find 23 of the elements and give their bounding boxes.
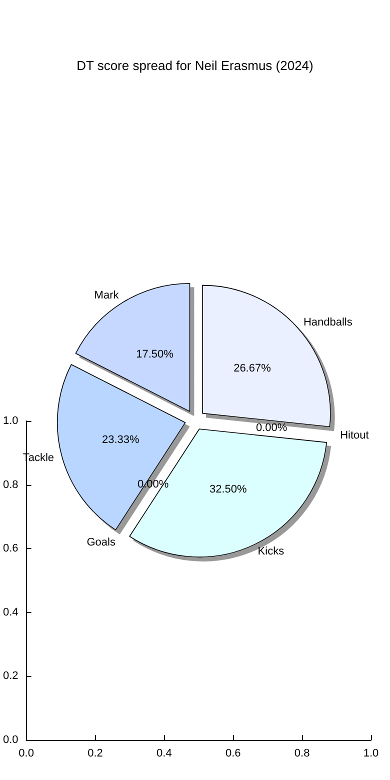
y-tick-label: 0.4 [2, 606, 18, 618]
slice-label: Kicks [258, 546, 285, 558]
x-tick-label: 0.8 [294, 748, 310, 760]
y-tick-label: 0.8 [2, 478, 18, 491]
slice-label: Handballs [303, 316, 353, 328]
slice-label: Mark [94, 290, 120, 302]
category-label: Hitout [340, 429, 369, 442]
data-label: 17.50% [136, 348, 174, 360]
x-tick-label: 0.6 [225, 748, 241, 760]
data-label: 32.50% [209, 484, 248, 496]
x-tick-label: 0.4 [156, 748, 172, 760]
x-tick-label: 1.0 [363, 748, 379, 760]
text: 0.00% [256, 422, 288, 434]
y-tick-label: 0.0 [2, 734, 18, 746]
data-label: 23.33% [102, 434, 140, 446]
x-tick-label: 0.2 [88, 748, 103, 760]
y-tick-label: 0.2 [2, 670, 18, 682]
data-label: 26.67% [234, 362, 272, 374]
x-tick-label: 0.0 [18, 748, 34, 760]
y-tick-label: 1.0 [2, 415, 18, 427]
y-tick-label: 0.6 [2, 542, 18, 555]
category-label: Goals [86, 536, 116, 548]
chart-title: DT score spread for Neil Erasmus (2024) [76, 58, 314, 73]
